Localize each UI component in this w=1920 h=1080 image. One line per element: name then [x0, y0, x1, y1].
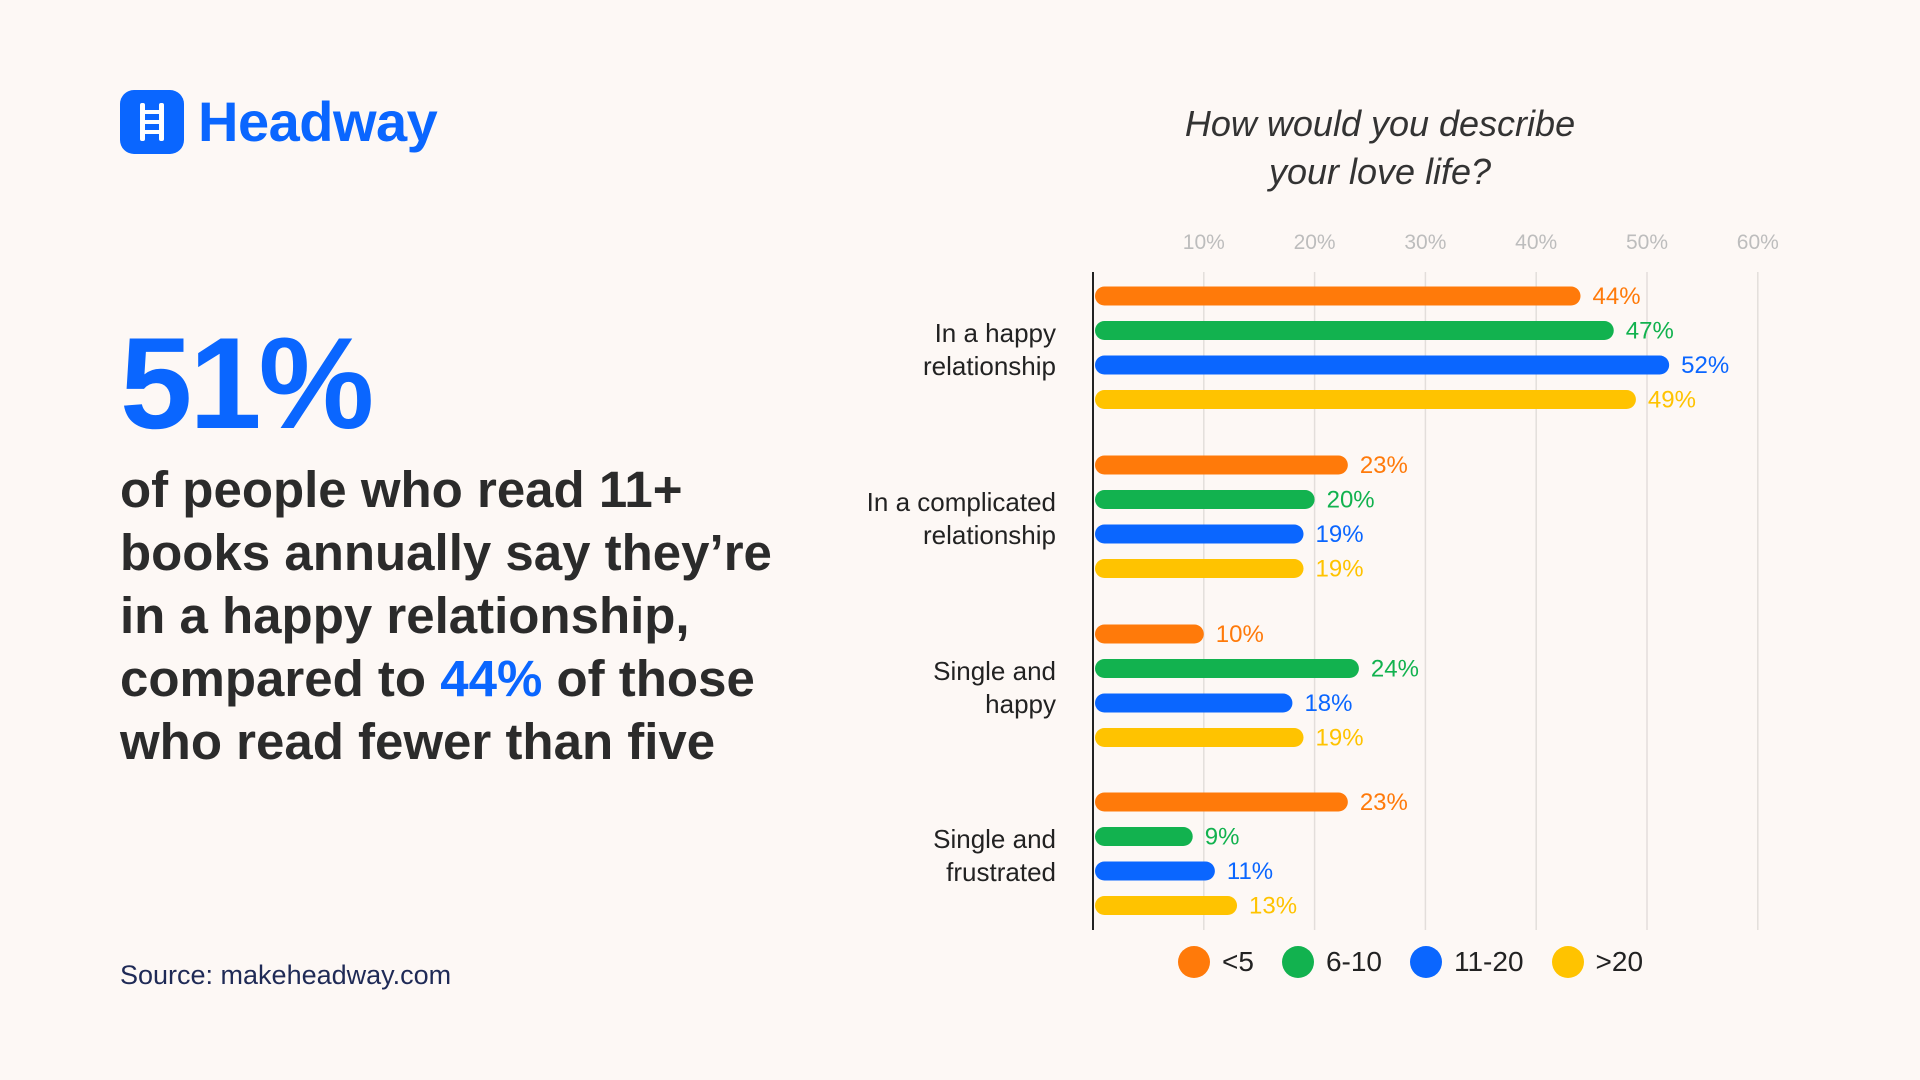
bar [1095, 896, 1238, 915]
headline-part-2: of those who read fewer than five [120, 650, 755, 770]
bar-value-label: 49% [1648, 387, 1696, 414]
legend-swatch [1551, 946, 1584, 978]
bar-value-label: 24% [1371, 656, 1419, 683]
bar-value-label: 47% [1626, 318, 1674, 345]
bar [1095, 827, 1193, 846]
chart-title-line-2: your love life? [1268, 151, 1492, 192]
bar-value-label: 20% [1327, 487, 1375, 514]
bar-value-label: 19% [1316, 521, 1364, 548]
bar [1095, 693, 1293, 713]
bar-value-label: 52% [1681, 352, 1729, 379]
category-label: relationship [923, 520, 1056, 550]
category-label: Single and [933, 656, 1056, 686]
bar-value-label: 11% [1227, 858, 1273, 885]
x-tick-label: 40% [1515, 231, 1557, 254]
bar [1095, 286, 1581, 306]
bar [1095, 321, 1614, 340]
bar-value-label: 10% [1216, 621, 1264, 648]
bar-value-label: 18% [1304, 690, 1352, 717]
bar [1095, 390, 1636, 409]
legend-item: 11-20 [1409, 946, 1524, 978]
category-label: Single and [933, 824, 1056, 854]
bar [1095, 355, 1670, 375]
headline-stat: 51% [120, 310, 374, 456]
legend-item: 6-10 [1281, 946, 1382, 978]
bar [1095, 524, 1304, 544]
bar [1095, 728, 1304, 747]
x-tick-label: 60% [1737, 231, 1779, 254]
ladder-icon [120, 90, 184, 154]
bar [1095, 659, 1359, 678]
legend-swatch [1281, 946, 1314, 978]
category-label: relationship [923, 351, 1056, 381]
bar [1095, 559, 1304, 578]
bar-value-label: 19% [1316, 556, 1364, 583]
category-label: happy [985, 689, 1056, 719]
bar-value-label: 9% [1205, 824, 1240, 851]
chart-title: How would you describe your love life? [1130, 100, 1630, 196]
legend-label: 6-10 [1325, 946, 1382, 977]
headline-highlight: 44% [440, 650, 543, 707]
brand-logo: Headway [120, 90, 438, 154]
legend-swatch [1409, 946, 1442, 978]
bar-value-label: 19% [1316, 725, 1364, 752]
x-tick-label: 10% [1183, 231, 1225, 254]
brand-name: Headway [198, 90, 438, 153]
chart-title-line-1: How would you describe [1184, 103, 1576, 144]
bar [1095, 861, 1215, 881]
category-label: frustrated [946, 857, 1056, 887]
legend-label: 11-20 [1453, 946, 1524, 977]
legend-label: >20 [1595, 946, 1644, 977]
bar [1095, 455, 1348, 475]
x-tick-label: 20% [1294, 231, 1336, 254]
source-note: Source: makeheadway.com [120, 960, 452, 990]
bar-value-label: 23% [1360, 789, 1408, 816]
bar [1095, 624, 1204, 644]
x-tick-label: 50% [1626, 231, 1668, 254]
x-tick-label: 30% [1404, 231, 1446, 254]
legend-item: >20 [1551, 946, 1644, 978]
chart-legend: <5 6-10 11-20 >20 [1178, 946, 1643, 978]
headline-part-1: of people who read 11+ books annually sa… [120, 461, 772, 707]
bar [1095, 490, 1315, 509]
headline-text: of people who read 11+ books annually sa… [120, 458, 820, 773]
legend-label: <5 [1222, 946, 1254, 977]
bar-value-label: 13% [1249, 893, 1297, 920]
category-label: In a complicated [867, 487, 1056, 517]
legend-item: <5 [1178, 946, 1254, 978]
bar-value-label: 23% [1360, 452, 1408, 479]
bar [1095, 792, 1348, 812]
category-label: In a happy [935, 318, 1056, 348]
bar-value-label: 44% [1593, 283, 1641, 310]
legend-swatch [1178, 946, 1210, 978]
